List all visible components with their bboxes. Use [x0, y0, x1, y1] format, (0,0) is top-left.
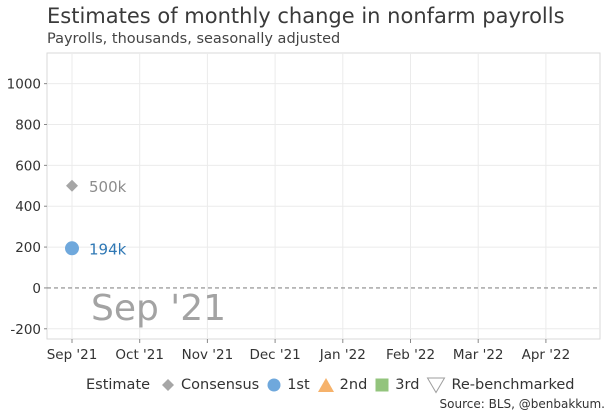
legend: Estimate Consensus 1st 2nd 3rd Re-benchm… — [86, 375, 581, 395]
legend-item-3rd: 3rd — [374, 377, 419, 393]
legend-label-consensus: Consensus — [181, 377, 260, 393]
data-label: 194k — [89, 240, 127, 258]
chart-subtitle: Payrolls, thousands, seasonally adjusted — [47, 31, 341, 47]
legend-title: Estimate — [86, 377, 151, 393]
month-annotation: Sep '21 — [91, 288, 226, 329]
x-tick-label: Apr '22 — [522, 347, 571, 363]
circle-icon — [267, 378, 281, 392]
legend-label-rebenchmarked: Re-benchmarked — [451, 377, 575, 393]
legend-item-1st: 1st — [266, 377, 310, 393]
x-tick-label: Mar '22 — [453, 347, 504, 363]
plot-area — [46, 52, 601, 340]
legend-label-2nd: 2nd — [339, 377, 368, 393]
x-tick-label: Jan '22 — [319, 347, 366, 363]
consensus-point — [66, 179, 78, 192]
data-label: 500k — [89, 178, 127, 196]
legend-item-2nd: 2nd — [317, 377, 368, 393]
y-tick-label: 1000 — [7, 77, 41, 93]
legend-label-3rd: 3rd — [395, 377, 420, 393]
y-tick-label: 200 — [15, 240, 41, 256]
legend-item-rebenchmarked: Re-benchmarked — [426, 376, 574, 394]
chart-title: Estimates of monthly change in nonfarm p… — [47, 4, 565, 28]
x-tick-label: Dec '21 — [249, 347, 300, 363]
x-tick-label: Feb '22 — [386, 347, 435, 363]
legend-item-consensus: Consensus — [160, 377, 259, 393]
source-note: Source: BLS, @benbakkum. — [439, 397, 605, 411]
first-estimate-point — [65, 241, 79, 256]
y-tick-label: 0 — [32, 281, 41, 297]
x-tick-label: Nov '21 — [182, 347, 234, 363]
square-icon — [375, 378, 389, 392]
x-tick-label: Oct '21 — [115, 347, 164, 363]
y-tick-label: 400 — [15, 199, 41, 215]
legend-label-1st: 1st — [287, 377, 310, 393]
y-tick-label: 800 — [15, 118, 41, 134]
x-tick-label: Sep '21 — [47, 347, 98, 363]
y-tick-label: -200 — [10, 322, 41, 338]
y-tick-label: 600 — [15, 158, 41, 174]
triangle-down-outline-icon — [427, 377, 446, 394]
diamond-icon — [162, 379, 175, 391]
triangle-icon — [317, 378, 334, 392]
